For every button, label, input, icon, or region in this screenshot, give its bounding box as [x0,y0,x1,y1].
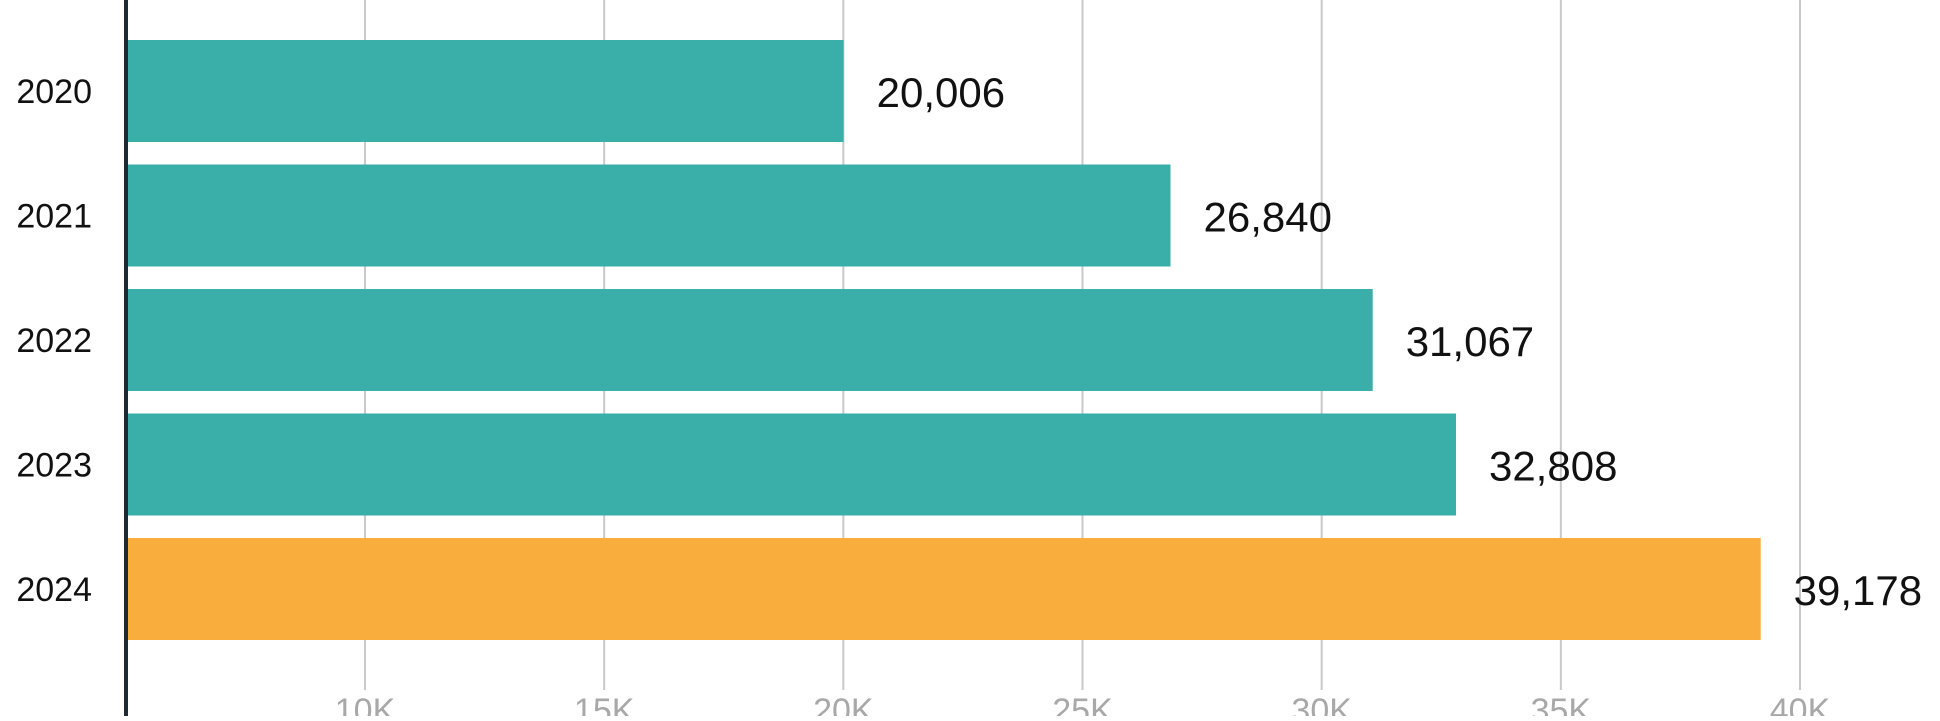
bar-2024 [128,538,1761,640]
category-label: 2023 [16,447,92,485]
bar-2020 [128,40,844,142]
x-tick-label: 35K [1531,692,1592,716]
bars [128,40,1761,640]
x-tick-label: 40K [1770,692,1831,716]
category-label: 2020 [16,73,92,111]
value-label: 32,808 [1489,443,1617,490]
category-label: 2022 [16,322,92,360]
value-label: 31,067 [1406,318,1534,365]
value-label: 26,840 [1204,194,1332,241]
x-tick-label: 20K [813,692,874,716]
category-label: 2021 [16,198,92,236]
bar-2023 [128,413,1456,516]
x-tick-label: 25K [1052,692,1113,716]
category-labels: 2020 2021 2022 2023 2024 [16,73,92,609]
value-label: 39,178 [1794,567,1922,614]
bar-2021 [128,164,1171,267]
value-label: 20,006 [877,69,1005,116]
category-label: 2024 [16,571,92,609]
bar-2022 [128,289,1373,391]
x-tick-labels: 10K 15K 20K 25K 30K 35K 40K [335,692,1831,721]
x-tick-label: 10K [335,692,396,716]
x-tick-label: 15K [574,692,635,716]
value-labels: 20,006 26,840 31,067 32,808 39,178 [877,69,1923,614]
x-tick-label: 30K [1291,692,1352,716]
